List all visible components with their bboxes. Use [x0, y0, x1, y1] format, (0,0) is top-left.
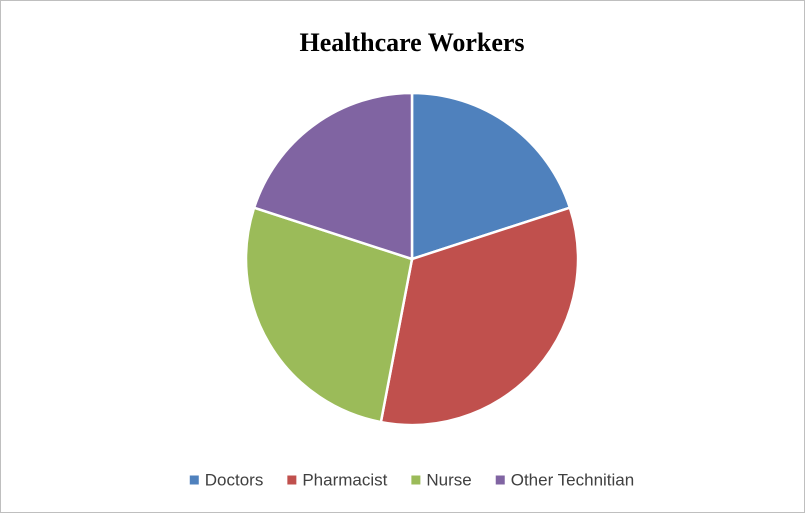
pie-slice	[244, 206, 414, 424]
legend-swatch	[287, 475, 297, 485]
pie-slice	[410, 91, 572, 261]
pie-slice	[252, 91, 414, 261]
legend-label: Nurse	[426, 470, 471, 489]
legend-swatch	[411, 475, 421, 485]
pie-slice	[379, 206, 580, 427]
legend-label: Doctors	[205, 470, 264, 489]
chart-title: Healthcare Workers	[299, 28, 524, 57]
legend-label: Other Technitian	[511, 470, 634, 489]
legend-label: Pharmacist	[302, 470, 387, 489]
legend: Doctors Pharmacist Nurse Other Technitian	[189, 470, 634, 489]
pie	[244, 91, 580, 427]
legend-swatch	[189, 475, 199, 485]
legend-swatch	[495, 475, 505, 485]
